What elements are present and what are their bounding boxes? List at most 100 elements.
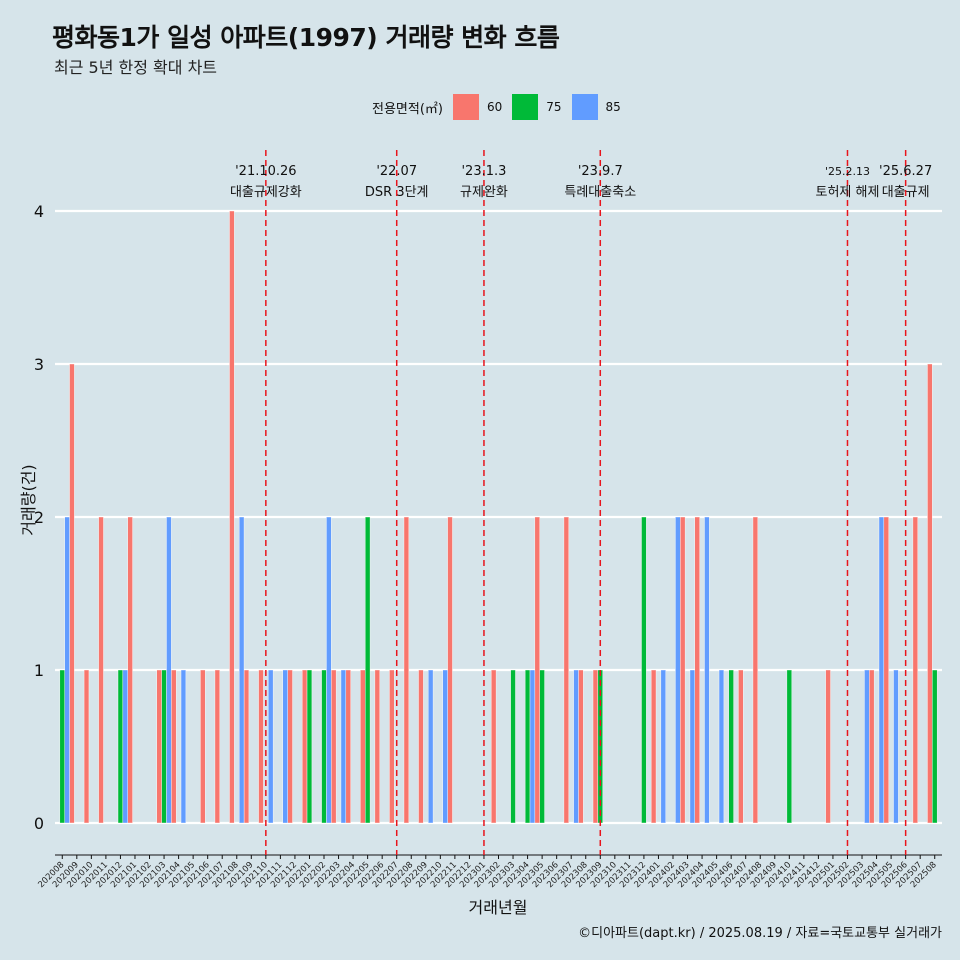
bar-60-202108 xyxy=(229,210,235,824)
bar-85-202209 xyxy=(428,669,434,824)
bar-60-202208 xyxy=(403,516,410,824)
bar-60-202302 xyxy=(491,669,497,824)
bar-60-202404 xyxy=(694,516,700,824)
bar-60-202010 xyxy=(83,669,90,824)
legend-label-85: 85 xyxy=(605,100,621,114)
legend-label-75: 75 xyxy=(546,100,562,114)
event-date: '25.2.13 xyxy=(825,165,870,178)
bar-60-202110 xyxy=(258,669,264,824)
bar-85-202402 xyxy=(675,516,681,824)
bar-60-202203 xyxy=(331,669,337,824)
event-label: 대출규제 xyxy=(882,185,930,200)
bar-60-202112 xyxy=(287,669,293,824)
bar-75-202205 xyxy=(365,516,371,824)
bar-85-202111 xyxy=(282,669,288,824)
bar-60-202204 xyxy=(345,669,351,824)
bar-75-202406 xyxy=(728,669,734,824)
y-tick-label: 1 xyxy=(34,661,44,680)
bar-60-202507 xyxy=(912,516,918,824)
bar-60-202501 xyxy=(825,669,831,824)
bar-85-202108 xyxy=(238,516,245,824)
bar-75-202410 xyxy=(786,669,792,824)
bar-60-202011 xyxy=(98,516,104,824)
event-label: 규제완화 xyxy=(460,185,508,200)
bar-60-202106 xyxy=(200,669,206,824)
bar-85-202103 xyxy=(166,516,172,824)
bar-60-202305 xyxy=(534,516,540,824)
bar-60-202401 xyxy=(650,669,657,824)
source-caption: ©디아파트(dapt.kr) / 2025.08.19 / 자료=국토교통부 실… xyxy=(578,926,942,941)
legend-label-60: 60 xyxy=(486,100,503,114)
bar-85-202307 xyxy=(573,669,579,824)
x-axis-title: 거래년월 xyxy=(469,898,528,917)
bar-85-202403 xyxy=(689,669,696,824)
bar-60-202309 xyxy=(592,669,599,824)
event-date: '25.6.27 xyxy=(879,164,932,179)
chart-subtitle: 최근 5년 한정 확대 차트 xyxy=(54,58,218,77)
y-axis-title: 거래량(건) xyxy=(19,464,38,535)
bar-60-202104 xyxy=(171,669,177,824)
bar-85-202210 xyxy=(442,669,448,824)
legend-item-85: 85 xyxy=(571,94,621,120)
bar-75-202012 xyxy=(117,669,124,824)
legend-swatch-75 xyxy=(512,94,539,120)
bar-75-202008 xyxy=(59,669,65,824)
bar-60-202107 xyxy=(214,669,220,824)
bar-60-202206 xyxy=(374,669,380,824)
bar-60-202205 xyxy=(360,669,366,824)
bar-85-202012 xyxy=(122,669,128,824)
bar-85-202401 xyxy=(660,669,666,824)
event-date: '22.07 xyxy=(376,164,417,179)
event-label: 토허제 해제 xyxy=(816,185,880,200)
event-label: 특례대출축소 xyxy=(564,185,636,200)
bar-60-202504 xyxy=(869,669,875,824)
y-tick-label: 0 xyxy=(34,814,44,833)
bar-75-202303 xyxy=(510,669,516,824)
bar-60-202201 xyxy=(301,669,308,824)
event-label: DSR 3단계 xyxy=(365,185,429,200)
bar-75-202103 xyxy=(161,669,167,824)
chart-title: 평화동1가 일성 아파트(1997) 거래량 변화 흐름 xyxy=(52,23,560,52)
bar-60-202101 xyxy=(127,516,133,824)
event-date: '23.1.3 xyxy=(461,164,506,179)
bar-60-202407 xyxy=(738,669,744,824)
bar-85-202008 xyxy=(64,516,70,824)
legend-swatch-60 xyxy=(452,94,479,120)
bar-75-202508 xyxy=(932,669,938,824)
legend-item-60: 60 xyxy=(452,94,503,120)
bar-85-202110 xyxy=(268,669,274,824)
bar-60-202211 xyxy=(447,516,453,824)
legend-title: 전용면적(㎡) xyxy=(372,101,443,117)
bar-85-202304 xyxy=(529,669,536,824)
bar-60-202307 xyxy=(563,516,569,824)
bar-75-202312 xyxy=(641,516,647,824)
bar-60-202103 xyxy=(156,669,162,824)
bar-60-202408 xyxy=(752,516,759,824)
bar-75-202202 xyxy=(321,669,327,824)
bar-60-202207 xyxy=(389,669,395,824)
bar-75-202304 xyxy=(524,669,531,824)
bar-60-202403 xyxy=(680,516,686,824)
bar-85-202505 xyxy=(893,669,899,824)
bar-60-202508 xyxy=(927,363,933,824)
event-label: 대출규제강화 xyxy=(230,185,302,200)
event-date: '21.10.26 xyxy=(235,164,296,179)
legend: 전용면적(㎡) 60 75 85 xyxy=(372,93,631,121)
bar-85-202203 xyxy=(340,669,347,824)
y-tick-label: 3 xyxy=(34,355,44,374)
bar-85-202503 xyxy=(864,669,870,824)
bar-85-202404 xyxy=(704,516,710,824)
bar-60-202308 xyxy=(578,669,584,824)
bar-60-202109 xyxy=(243,669,250,824)
bar-85-202504 xyxy=(878,516,885,824)
bar-85-202405 xyxy=(718,669,725,824)
bar-85-202104 xyxy=(180,669,187,824)
y-tick-label: 2 xyxy=(34,508,44,527)
y-tick-label: 4 xyxy=(34,202,44,221)
bar-60-202505 xyxy=(883,516,889,824)
bar-75-202201 xyxy=(306,669,313,824)
bar-60-202209 xyxy=(418,669,424,824)
event-date: '23.9.7 xyxy=(578,164,623,179)
bar-85-202202 xyxy=(326,516,332,824)
